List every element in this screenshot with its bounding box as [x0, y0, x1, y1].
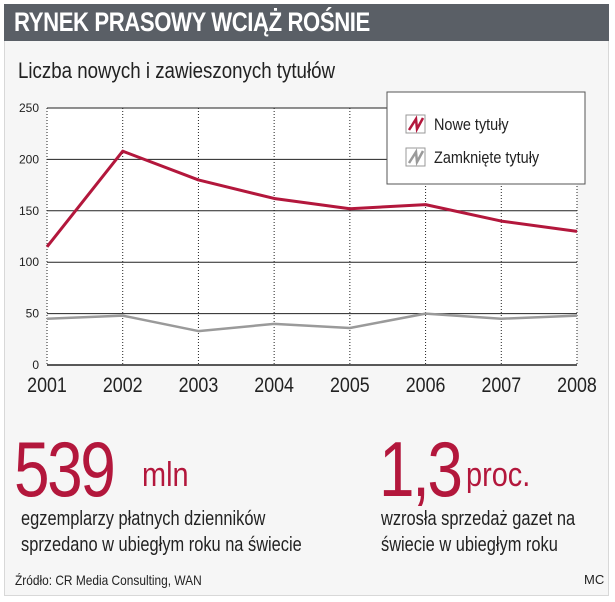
series-line — [45, 149, 578, 248]
chart-title: Liczba nowych i zawieszonych tytułów — [18, 58, 336, 83]
series-line — [46, 312, 578, 333]
x-tick-label: 2002 — [103, 374, 143, 398]
x-tick-label: 2004 — [254, 374, 294, 398]
stat-description-line: świecie w ubiegłym roku — [381, 534, 558, 556]
y-tick-label: 0 — [32, 358, 39, 372]
stat-description-line: sprzedano w ubiegłym roku na świecie — [21, 534, 302, 556]
legend-label: Zamknięte tytuły — [434, 149, 539, 167]
stat-number: 1,3 — [379, 425, 463, 513]
author-credit: MC — [584, 572, 605, 587]
x-tick-label: 2005 — [330, 374, 370, 398]
x-tick-label: 2003 — [179, 374, 219, 398]
x-tick-label: 2008 — [557, 374, 597, 398]
legend-line-icon — [407, 148, 425, 167]
stat-number: 539 — [14, 425, 116, 513]
page-title: RYNEK PRASOWY WCIĄŻ ROŚNIE — [14, 7, 370, 37]
stat-description-line: wzrosła sprzedaż gazet na — [381, 508, 576, 530]
y-tick-label: 200 — [19, 152, 39, 166]
x-tick-label: 2007 — [481, 374, 521, 398]
legend-label: Nowe tytuły — [434, 116, 509, 134]
y-tick-label: 50 — [26, 307, 40, 321]
x-tick-label: 2006 — [406, 374, 446, 398]
y-tick-label: 100 — [19, 255, 39, 269]
x-tick-label: 2001 — [27, 374, 67, 398]
line-chart: 0 50 100 150 200 250 2001 2002 2003 2004 2005 2006 2… — [19, 91, 597, 398]
y-tick-label: 250 — [19, 101, 39, 115]
stat-description-line: egzemplarzy płatnych dzienników — [21, 508, 266, 530]
legend-box — [386, 91, 586, 185]
stat-unit: mln — [142, 456, 189, 494]
y-tick-label: 150 — [19, 204, 39, 218]
stat-unit: proc. — [466, 456, 531, 494]
legend-line-icon — [407, 115, 425, 134]
source-note: Źródło: CR Media Consulting, WAN — [15, 572, 202, 588]
stat-description: egzemplarzy płatnych dzienników sprzedan… — [21, 506, 302, 558]
stat-description: wzrosła sprzedaż gazet na świecie w ubie… — [381, 506, 575, 558]
header-bar: RYNEK PRASOWY WCIĄŻ ROŚNIE — [4, 4, 609, 41]
